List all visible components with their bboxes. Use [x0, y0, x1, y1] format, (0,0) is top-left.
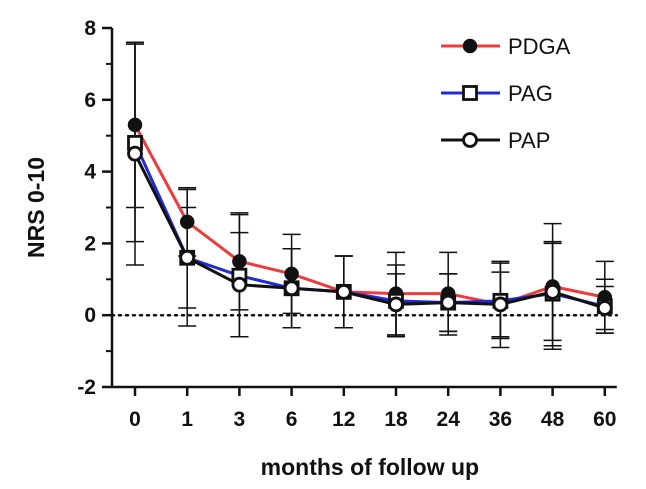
- x-tick-label: 60: [593, 408, 616, 431]
- x-tick-label: 24: [437, 408, 461, 431]
- data-point-pdga: [284, 266, 299, 282]
- legend-marker-pap: [462, 132, 478, 148]
- data-point-pap: [544, 283, 561, 300]
- data-point-pap: [179, 249, 196, 266]
- legend-marker-pdga: [462, 38, 478, 54]
- y-tick-label: 2: [84, 232, 96, 255]
- legend-marker-pag: [462, 85, 478, 101]
- series-line-pap: [133, 152, 606, 310]
- data-point-pdga: [127, 117, 143, 133]
- x-tick-label: 6: [286, 408, 298, 431]
- legend-label-pag: PAG: [508, 81, 553, 106]
- data-point-pap: [388, 296, 404, 313]
- x-tick-label: 0: [129, 408, 141, 431]
- y-tick-label: 4: [84, 161, 96, 184]
- series-line-pag: [133, 142, 606, 308]
- x-tick-label: 3: [234, 408, 246, 431]
- legend-item-pdga: PDGA: [441, 34, 571, 59]
- x-tick-label: 36: [489, 408, 512, 431]
- legend-item-pap: PAP: [441, 128, 550, 153]
- data-point-pap: [231, 276, 248, 293]
- x-axis-title: months of follow up: [261, 454, 479, 480]
- data-point-pdga: [232, 254, 247, 269]
- y-tick-label: 0: [84, 304, 96, 327]
- data-point-pap: [596, 300, 613, 316]
- data-point-pap: [440, 294, 457, 311]
- series-line-pdga: [133, 124, 606, 306]
- legend: PDGA PAG PAP: [441, 34, 571, 153]
- x-tick-label: 1: [181, 408, 193, 431]
- data-point-pap: [127, 145, 143, 162]
- data-point-pap: [283, 280, 300, 297]
- legend-label-pdga: PDGA: [508, 34, 571, 59]
- y-tick-label: -2: [77, 376, 96, 399]
- data-point-pap: [335, 283, 352, 300]
- x-tick-label: 12: [332, 408, 355, 431]
- y-tick-label: 6: [84, 89, 96, 112]
- y-axis-title: NRS 0-10: [23, 157, 49, 258]
- legend-item-pag: PAG: [441, 81, 553, 106]
- data-point-pdga: [179, 214, 195, 230]
- legend-label-pap: PAP: [508, 128, 550, 153]
- x-tick-label: 48: [541, 408, 565, 431]
- y-tick-label: 8: [84, 17, 96, 40]
- data-point-pap: [492, 296, 509, 313]
- x-tick-label: 18: [384, 408, 408, 431]
